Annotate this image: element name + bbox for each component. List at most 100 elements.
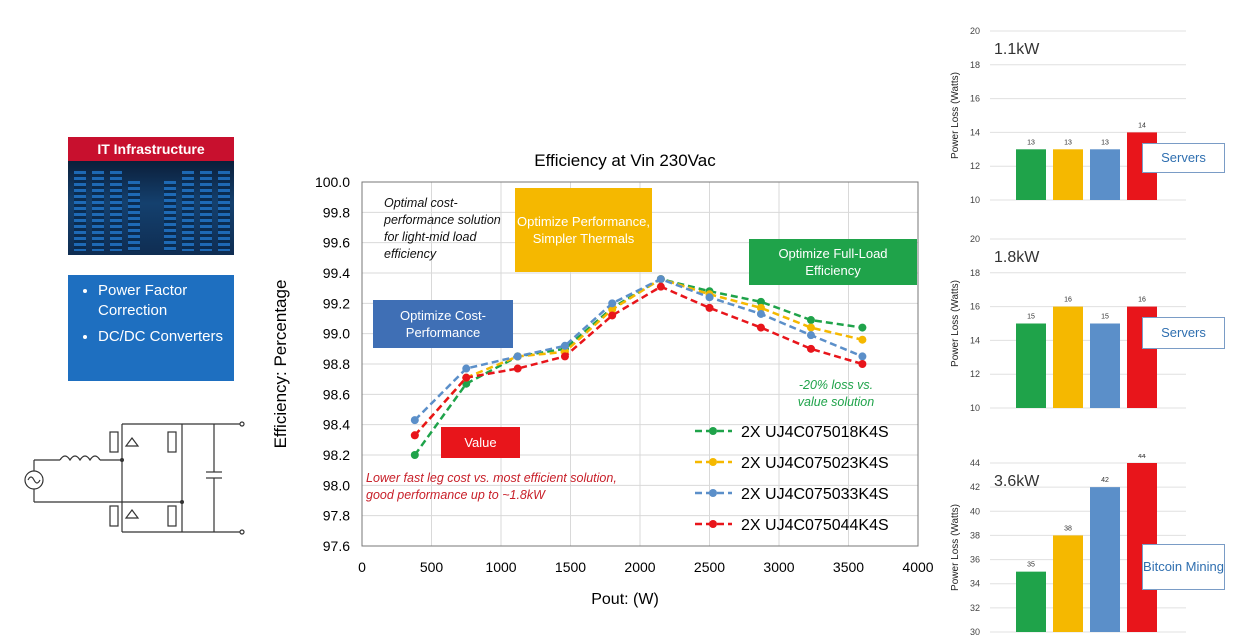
bar-value-label: 44	[1138, 454, 1146, 460]
bar-2	[1053, 535, 1083, 632]
y-tick-label: 36	[970, 555, 980, 565]
y-tick-label: 99.2	[323, 295, 350, 311]
series-point	[806, 331, 815, 340]
tag-servers-1: Servers	[1142, 143, 1225, 173]
series-point	[756, 323, 765, 332]
y-tick-label: 14	[970, 127, 980, 137]
bar-value-label: 14	[1138, 122, 1146, 129]
y-tick-label: 12	[970, 161, 980, 171]
y-axis-label: Efficiency: Percentage	[271, 280, 290, 449]
y-tick-label: 40	[970, 506, 980, 516]
y-tick-label: 97.8	[323, 508, 350, 524]
bar-value-label: 13	[1064, 139, 1072, 146]
bar-value-label: 15	[1101, 314, 1109, 321]
legend-label-4: 2X UJ4C075044K4S	[741, 517, 889, 534]
y-tick-label: 97.6	[323, 538, 350, 554]
bar-3	[1090, 149, 1120, 200]
optimize-performance-box: Optimize Performance, Simpler Thermals	[515, 188, 652, 272]
y-tick-label: 98.6	[323, 386, 350, 402]
x-tick-label: 1000	[485, 559, 516, 575]
bar-value-label: 35	[1027, 562, 1035, 569]
chart-series	[410, 275, 867, 459]
series-point	[410, 451, 419, 459]
x-tick-label: 1500	[555, 559, 586, 575]
series-line-1	[413, 277, 863, 456]
series-point	[560, 352, 569, 361]
it-infrastructure-panel: IT Infrastructure Power Factor Correctio…	[68, 137, 234, 381]
loss-reduction-note: -20% loss vs. value solution	[797, 378, 875, 409]
bar-value-label: 13	[1101, 139, 1109, 146]
series-point	[656, 275, 665, 284]
it-panel-bullets: Power Factor Correction DC/DC Converters	[68, 275, 234, 381]
bar-value-label: 16	[1138, 297, 1146, 304]
chart-legend: 2X UJ4C075018K4S 2X UJ4C075023K4S 2X UJ4C0…	[695, 424, 889, 534]
series-point	[806, 323, 815, 332]
bar-value-label: 42	[1101, 477, 1109, 484]
series-point	[513, 352, 522, 361]
legend-label-3: 2X UJ4C075033K4S	[741, 486, 889, 503]
chart-title: 1.1kW	[994, 41, 1040, 58]
series-point	[410, 431, 419, 440]
y-tick-labels: 97.6 97.8 98.0 98.2 98.4 98.6 98.8 99.0 99.2 99.4…	[315, 174, 350, 554]
series-point	[858, 323, 867, 332]
series-point	[705, 293, 714, 302]
bar-value-label: 15	[1027, 314, 1035, 321]
bar-1	[1016, 571, 1046, 632]
plot-area-frame	[361, 181, 919, 547]
series-point	[462, 364, 471, 373]
legend-marker	[709, 520, 717, 528]
series-point	[756, 297, 765, 306]
bar-value-label: 16	[1064, 297, 1072, 304]
legend-marker	[709, 458, 717, 466]
y-axis-label: Power Loss (Watts)	[950, 72, 961, 159]
series-point	[656, 282, 665, 291]
series-point	[560, 341, 569, 350]
x-tick-labels: 0 500 1000 1500 2000 2500 3000 3500 4000	[358, 559, 934, 575]
y-tick-label: 99.6	[323, 235, 350, 251]
tag-bitcoin-mining: Bitcoin Mining	[1142, 544, 1225, 590]
y-tick-label: 32	[970, 603, 980, 613]
series-point	[705, 303, 714, 312]
y-tick-label: 99.0	[323, 326, 350, 342]
y-tick-label: 30	[970, 627, 980, 637]
bar-2	[1053, 306, 1083, 408]
legend-marker	[709, 489, 717, 497]
y-tick-label: 10	[970, 403, 980, 413]
power-loss-chart-1-1kw: 10 12 14 16 18 20 Power Loss (Watts) 1.1kW 13 13 1…	[950, 26, 1186, 205]
series-line-4	[413, 285, 863, 437]
bar-2	[1053, 149, 1083, 200]
y-tick-label: 98.0	[323, 477, 350, 493]
y-axis-label: Power Loss (Watts)	[950, 280, 961, 367]
series-point	[806, 344, 815, 353]
x-axis-label: Pout: (W)	[591, 591, 659, 608]
power-loss-chart-1-8kw: 10 12 14 16 18 20 Power Loss (Watts) 1.8kW 15 16 1…	[950, 234, 1186, 413]
y-tick-label: 98.2	[323, 447, 350, 463]
series-line-2	[413, 277, 863, 437]
y-tick-label: 12	[970, 369, 980, 379]
series-point	[858, 360, 867, 368]
legend-label-2: 2X UJ4C075023K4S	[741, 455, 889, 472]
y-tick-label: 98.4	[323, 417, 350, 433]
bullet-dcdc: DC/DC Converters	[98, 327, 234, 347]
totem-pole-pfc-schematic	[24, 421, 245, 535]
y-tick-label: 99.8	[323, 204, 350, 220]
legend-marker	[709, 427, 717, 435]
series-point	[806, 316, 815, 325]
y-axis-label: Power Loss (Watts)	[950, 504, 961, 591]
series-line-3	[413, 277, 863, 421]
y-tick-label: 18	[970, 60, 980, 70]
y-tick-label: 20	[970, 234, 980, 244]
chart-title: Efficiency at Vin 230Vac	[534, 151, 716, 170]
bullet-pfc: Power Factor Correction	[98, 281, 234, 321]
y-tick-label: 44	[970, 458, 980, 468]
series-point	[608, 299, 617, 308]
value-box: Value	[441, 427, 520, 458]
y-tick-label: 14	[970, 335, 980, 345]
efficiency-chart: Efficiency at Vin 230Vac 97.6 97.8 98.0 98.…	[271, 151, 934, 608]
y-tick-label: 16	[970, 302, 980, 312]
series-point	[756, 303, 765, 312]
bar-value-label: 13	[1027, 139, 1035, 146]
x-tick-label: 0	[358, 559, 366, 575]
bar-value-label: 38	[1064, 525, 1072, 532]
y-tick-label: 98.8	[323, 356, 350, 372]
